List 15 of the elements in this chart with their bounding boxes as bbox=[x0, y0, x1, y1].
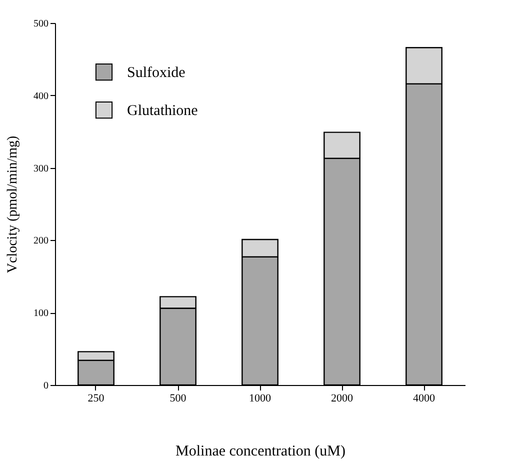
y-tick-label: 0 bbox=[44, 380, 48, 392]
x-tick-label: 2000 bbox=[331, 392, 354, 404]
y-axis-title: Vclocity (pmol/min/mg) bbox=[6, 136, 20, 274]
x-tick-label: 500 bbox=[170, 392, 187, 404]
y-tick-label: 100 bbox=[34, 308, 48, 320]
y-tick-label: 300 bbox=[34, 163, 48, 174]
x-tick-label: 250 bbox=[88, 392, 105, 404]
y-tick-label: 500 bbox=[34, 18, 48, 30]
x-tick-label: 1000 bbox=[249, 392, 272, 404]
legend-label: Sulfoxide bbox=[127, 65, 186, 81]
y-tick-label: 400 bbox=[34, 90, 48, 102]
legend-label: Glutathione bbox=[127, 103, 198, 119]
y-tick-label: 200 bbox=[34, 236, 48, 247]
x-tick-label: 4000 bbox=[413, 392, 436, 404]
x-axis-title: Molinae concentration (uM) bbox=[176, 444, 346, 460]
